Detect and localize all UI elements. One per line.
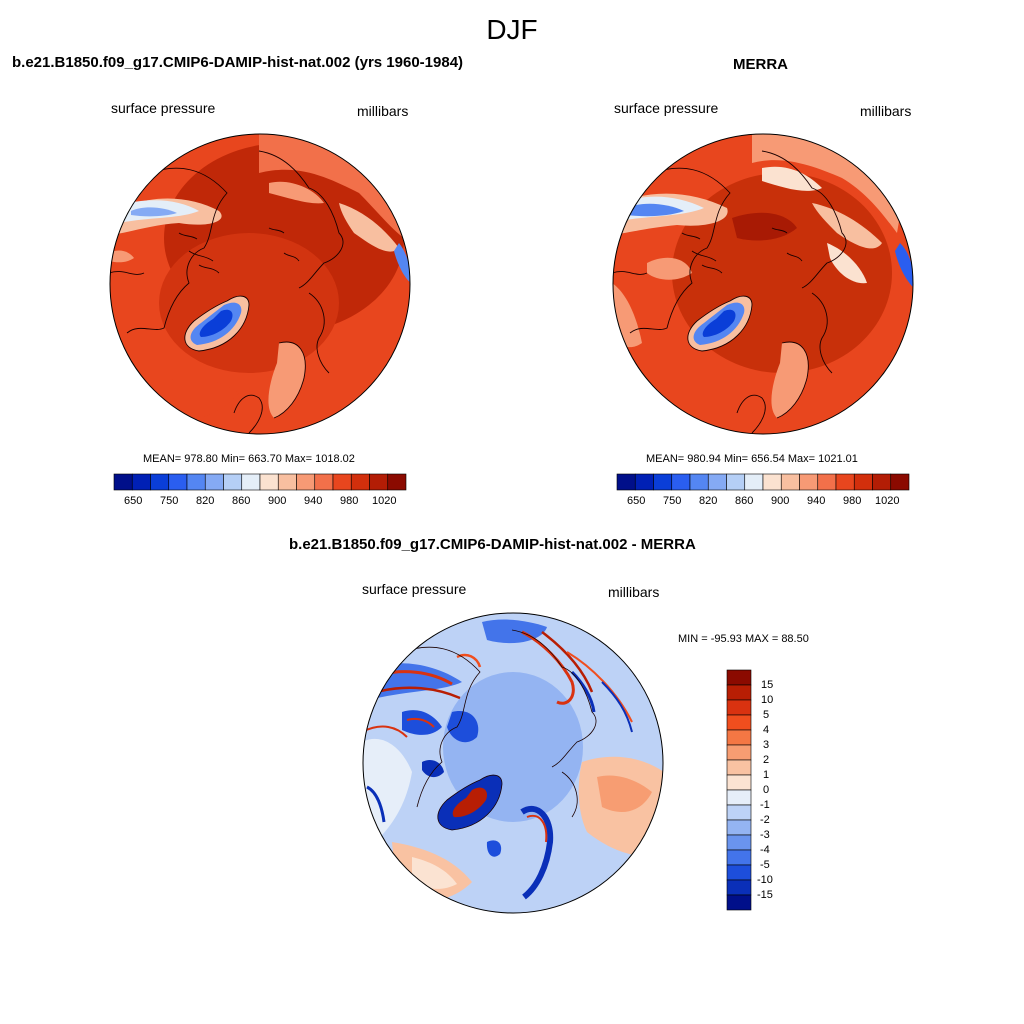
colorbar-swatch	[817, 473, 837, 491]
colorbar-swatch	[726, 684, 752, 701]
model-cb-label: 1020	[372, 495, 397, 507]
colorbar-swatch	[726, 864, 752, 881]
colorbar-swatch	[726, 849, 752, 866]
diff-cb-label: 15	[761, 679, 774, 691]
colorbar-swatch	[332, 473, 352, 491]
diff-cb-label: -10	[757, 874, 773, 886]
obs-cb-label: 820	[699, 495, 718, 507]
colorbar-swatch	[872, 473, 892, 491]
colorbar-swatch	[726, 699, 752, 716]
colorbar-swatch	[726, 729, 752, 746]
colorbar-swatch	[296, 473, 316, 491]
colorbar-swatch	[387, 473, 407, 491]
colorbar-swatch	[799, 473, 819, 491]
colorbar-swatch	[726, 834, 752, 851]
colorbar-swatch	[369, 473, 389, 491]
colorbar-swatch	[350, 473, 370, 491]
obs-cb-label: 900	[771, 495, 790, 507]
diff-units-label: millibars	[608, 584, 660, 600]
diff-stats: MIN = -95.93 MAX = 88.50	[678, 633, 809, 645]
model-polar-map	[109, 133, 411, 435]
model-cb-label: 820	[196, 495, 215, 507]
obs-cb-label: 750	[663, 495, 682, 507]
colorbar-swatch	[671, 473, 691, 491]
colorbar-swatch	[113, 473, 133, 491]
model-units-label: millibars	[357, 103, 409, 119]
colorbar-swatch	[726, 819, 752, 836]
colorbar-swatch	[277, 473, 297, 491]
colorbar-swatch	[835, 473, 855, 491]
obs-panel-title: MERRA	[733, 56, 788, 73]
diff-polar-map	[362, 612, 664, 914]
diff-cb-label: -5	[760, 859, 770, 871]
diff-colorbar	[726, 669, 752, 911]
model-colorbar	[113, 473, 407, 491]
colorbar-swatch	[689, 473, 709, 491]
colorbar-swatch	[616, 473, 636, 491]
colorbar-swatch	[168, 473, 188, 491]
diff-cb-label: -2	[760, 814, 770, 826]
model-stats: MEAN= 978.80 Min= 663.70 Max= 1018.02	[143, 453, 355, 465]
obs-stats: MEAN= 980.94 Min= 656.54 Max= 1021.01	[646, 453, 858, 465]
figure-title: DJF	[486, 14, 538, 45]
model-cb-label: 980	[340, 495, 359, 507]
model-cb-label: 860	[232, 495, 251, 507]
diff-cb-label: 10	[761, 694, 774, 706]
diff-cb-label: 2	[763, 754, 770, 766]
colorbar-swatch	[653, 473, 673, 491]
colorbar-swatch	[314, 473, 334, 491]
colorbar-swatch	[634, 473, 654, 491]
obs-cb-label: 1020	[875, 495, 900, 507]
diff-cb-label: -1	[760, 799, 770, 811]
colorbar-swatch	[890, 473, 910, 491]
colorbar-swatch	[726, 894, 752, 911]
diff-cb-label: 5	[763, 709, 770, 721]
colorbar-swatch	[726, 879, 752, 896]
colorbar-swatch	[707, 473, 727, 491]
obs-units-label: millibars	[860, 103, 912, 119]
colorbar-swatch	[762, 473, 782, 491]
model-panel-title: b.e21.B1850.f09_g17.CMIP6-DAMIP-hist-nat…	[12, 54, 464, 71]
diff-cb-label: 3	[763, 739, 770, 751]
diff-cb-label: 4	[763, 724, 770, 736]
model-cb-label: 750	[160, 495, 179, 507]
colorbar-swatch	[726, 804, 752, 821]
diff-cb-label: -3	[760, 829, 770, 841]
obs-variable-label: surface pressure	[614, 100, 719, 116]
colorbar-swatch	[150, 473, 170, 491]
colorbar-swatch	[744, 473, 764, 491]
model-cb-label: 650	[124, 495, 143, 507]
colorbar-swatch	[259, 473, 279, 491]
colorbar-swatch	[204, 473, 224, 491]
colorbar-swatch	[726, 759, 752, 776]
colorbar-swatch	[223, 473, 243, 491]
diff-cb-label: 1	[763, 769, 770, 781]
diff-cb-label: -4	[760, 844, 770, 856]
colorbar-swatch	[241, 473, 261, 491]
model-cb-label: 940	[304, 495, 323, 507]
colorbar-swatch	[726, 669, 752, 686]
obs-cb-label: 980	[843, 495, 862, 507]
model-cb-label: 900	[268, 495, 287, 507]
colorbar-swatch	[726, 473, 746, 491]
colorbar-swatch	[726, 789, 752, 806]
model-variable-label: surface pressure	[111, 100, 216, 116]
diff-panel-title: b.e21.B1850.f09_g17.CMIP6-DAMIP-hist-nat…	[289, 536, 696, 553]
diff-cb-label: -15	[757, 889, 773, 901]
obs-polar-map	[612, 133, 914, 435]
colorbar-swatch	[186, 473, 206, 491]
colorbar-swatch	[726, 714, 752, 731]
diff-cb-label: 0	[763, 784, 770, 796]
obs-cb-label: 860	[735, 495, 754, 507]
diff-variable-label: surface pressure	[362, 581, 467, 597]
colorbar-swatch	[726, 774, 752, 791]
colorbar-swatch	[131, 473, 151, 491]
colorbar-swatch	[853, 473, 873, 491]
obs-cb-label: 650	[627, 495, 646, 507]
colorbar-swatch	[726, 744, 752, 761]
obs-cb-label: 940	[807, 495, 826, 507]
obs-colorbar	[616, 473, 910, 491]
colorbar-swatch	[780, 473, 800, 491]
